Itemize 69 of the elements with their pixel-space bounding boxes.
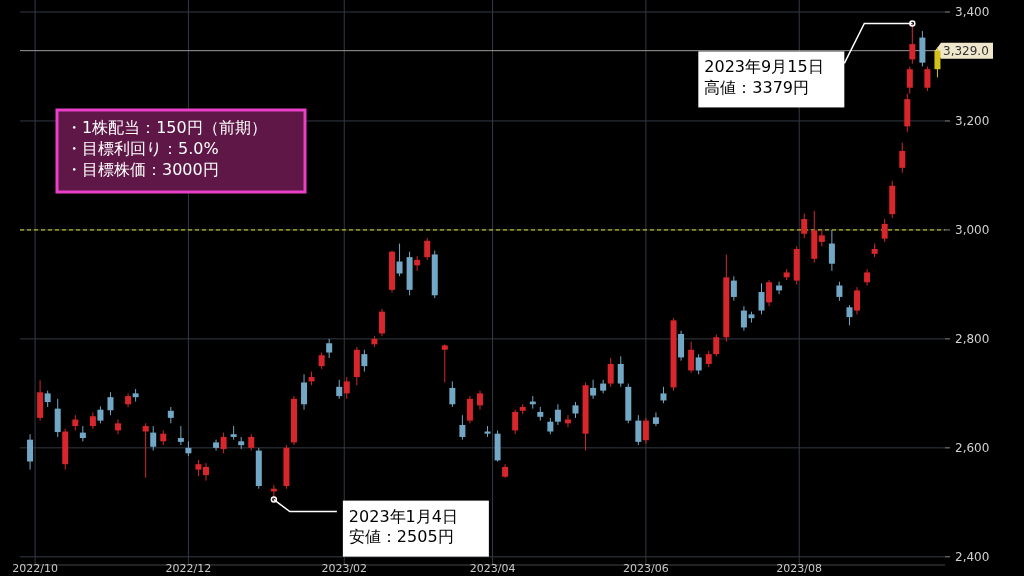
candlestick	[396, 243, 403, 277]
candlestick	[378, 308, 385, 337]
candlestick	[801, 213, 808, 239]
candlestick	[828, 229, 835, 272]
candlestick	[220, 432, 227, 454]
candlestick	[924, 65, 931, 92]
candlestick	[730, 275, 737, 302]
candlestick	[142, 422, 149, 479]
candlestick	[607, 357, 614, 388]
candlestick	[836, 281, 843, 302]
candlestick	[203, 462, 210, 482]
candlestick	[758, 282, 765, 315]
candlestick	[476, 390, 483, 411]
x-tick-label: 2023/08	[776, 562, 823, 575]
candlestick	[688, 341, 695, 374]
candlestick	[343, 376, 350, 400]
candlestick	[635, 414, 642, 446]
candlestick	[652, 411, 659, 427]
y-tick-label: 2,800	[955, 332, 990, 347]
candlestick	[846, 304, 853, 326]
candlestick	[617, 355, 624, 388]
candlestick	[54, 398, 61, 438]
candlestick	[695, 353, 702, 375]
candlestick	[301, 373, 308, 411]
candlestick	[776, 281, 783, 295]
candlestick	[441, 343, 448, 383]
y-tick-label: 3,200	[955, 114, 990, 129]
candlestick	[713, 334, 720, 357]
x-tick-label: 2023/06	[623, 562, 669, 575]
candlestick	[213, 439, 220, 452]
candlestick	[150, 425, 157, 452]
annotation: 2023年1月4日安値：2505円	[348, 506, 458, 547]
x-tick-label: 2022/10	[12, 562, 58, 575]
candlestick	[361, 349, 368, 373]
y-tick-label: 3,400	[955, 5, 990, 20]
candlestick	[27, 433, 34, 471]
candlestick	[678, 330, 685, 362]
annotation: ・目標利回り：5.0%	[66, 138, 219, 158]
candlestick	[326, 338, 333, 359]
candlestick	[590, 379, 597, 400]
annotation: ・目標株価：3000円	[66, 159, 219, 179]
candlestick	[107, 391, 114, 416]
y-tick-label: 3,000	[955, 223, 990, 238]
candlestick	[906, 65, 913, 95]
x-tick-label: 2022/12	[165, 562, 212, 575]
candlestick	[177, 425, 184, 446]
candlestick	[766, 279, 773, 307]
annotation: 2023年9月15日高値：3379円	[704, 57, 824, 98]
candlestick	[466, 395, 473, 424]
candlestick	[854, 286, 861, 315]
candlestick	[336, 379, 343, 400]
candlestick	[909, 22, 916, 65]
candlestick	[554, 403, 561, 426]
x-tick-label: 2023/04	[469, 562, 516, 575]
candlestick	[424, 237, 431, 261]
annotation: ・1株配当：150円（前期）	[66, 118, 267, 137]
ref-line-label: 3,329.0	[943, 43, 989, 58]
candlestick	[934, 46, 941, 78]
candlestick	[459, 414, 466, 441]
candlestick	[899, 142, 906, 174]
candlestick	[881, 218, 888, 243]
candlestick	[414, 255, 421, 272]
x-tick-label: 2023/02	[321, 562, 368, 575]
candlestick	[115, 419, 122, 435]
candlestick	[512, 409, 519, 435]
candlestick	[449, 380, 456, 408]
candlestick	[642, 417, 649, 444]
y-tick-label: 2,400	[955, 550, 990, 565]
y-tick-label: 2,600	[955, 441, 990, 456]
